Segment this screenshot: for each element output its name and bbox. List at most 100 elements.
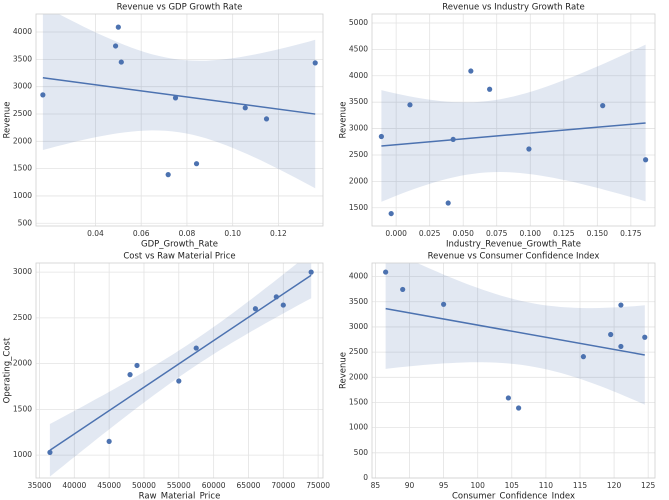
plot-frame (35, 262, 324, 479)
x-tick-label: 35000 (28, 481, 52, 490)
y-tick-label: 1500 (349, 203, 368, 212)
scatter-point (468, 68, 474, 74)
x-tick-label: 70000 (271, 481, 295, 490)
x-tick-label: 0.06 (133, 229, 150, 238)
y-tick-label: 2000 (13, 136, 32, 145)
scatter-point (505, 395, 511, 401)
y-tick-label: 1000 (13, 191, 32, 200)
scatter-point (400, 286, 406, 293)
scatter-point (618, 343, 624, 350)
chart-title: Revenue vs Industry Growth Rate (442, 3, 585, 13)
scatter-point (134, 362, 140, 369)
y-axis-label: Revenue (3, 101, 13, 138)
confidence-band (42, 14, 316, 189)
y-tick-label: 1500 (13, 404, 32, 413)
x-tick-label: 0.150 (587, 229, 609, 238)
y-axis-label: Revenue (339, 352, 349, 389)
scatter-point (193, 161, 200, 167)
scatter-point (487, 86, 493, 92)
scatter-point (172, 95, 179, 101)
y-tick-label: 3000 (349, 124, 368, 133)
x-tick-label: 0.10 (224, 229, 241, 238)
scatter-point (643, 157, 649, 163)
scatter-point (115, 24, 121, 30)
y-tick-label: 3500 (13, 54, 32, 63)
plot-frame (371, 262, 656, 479)
x-axis-label: Raw_Material_Price (139, 492, 221, 500)
y-tick-label: 4500 (349, 44, 368, 53)
subplot: 0.04 0.06 0.08 0.10 0.12 500 1000 1500 2000 2500 3… (3, 3, 324, 250)
regression-line (381, 122, 646, 147)
scatter-point (580, 354, 586, 360)
scatter-point (407, 102, 413, 108)
scatter-point (608, 331, 614, 338)
scatter-point (242, 105, 248, 111)
y-tick-label: 1000 (13, 450, 32, 459)
confidence-band (49, 263, 312, 477)
y-tick-label: 2500 (13, 313, 32, 322)
regression-line (49, 274, 312, 451)
x-tick-label: 90 (405, 481, 415, 490)
scatter-point (106, 438, 112, 445)
x-tick-label: 105 (505, 481, 520, 490)
scatter-point (378, 133, 384, 140)
x-tick-label: 0.075 (486, 229, 508, 238)
x-tick-label: 0.08 (179, 229, 196, 238)
x-tick-label: 0.125 (553, 229, 575, 238)
x-tick-label: 45000 (97, 481, 121, 490)
scatter-point (388, 210, 394, 217)
y-tick-label: 500 (18, 218, 33, 227)
y-tick-label: 2000 (349, 372, 368, 381)
subplot: 35000 40000 45000 50000 55000 60000 65000 70000… (3, 252, 331, 500)
confidence-band (381, 44, 646, 202)
regression-line (42, 77, 316, 115)
scatter-point (516, 405, 522, 411)
x-tick-label: 0.000 (385, 229, 407, 238)
x-tick-label: 60000 (202, 481, 226, 490)
y-tick-label: 2000 (13, 359, 32, 368)
scatter-point (127, 372, 133, 378)
x-tick-label: 50000 (132, 481, 156, 490)
x-axis-label: Industry_Revenue_Growth_Rate (446, 240, 581, 250)
y-axis-label: Revenue (339, 101, 349, 138)
x-axis-label: Consumer_Confidence_Index (452, 492, 575, 500)
scatter-point (40, 92, 46, 98)
chart-title: Revenue vs Consumer Confidence Index (428, 252, 600, 262)
scatter-point (47, 449, 53, 455)
scatter-point (642, 334, 648, 340)
y-tick-label: 2500 (349, 347, 368, 356)
x-tick-label: 110 (539, 481, 554, 490)
scatter-point (441, 301, 447, 307)
x-tick-label: 125 (641, 481, 656, 490)
x-tick-label: 100 (471, 481, 486, 490)
x-tick-label: 75000 (306, 481, 330, 490)
scatter-point (118, 59, 124, 65)
scatter-point (176, 378, 182, 384)
subplot: 0.000 0.025 0.050 0.075 0.100 0.125 0.150 0.175… (339, 3, 656, 250)
y-tick-label: 4000 (349, 272, 368, 281)
x-tick-label: 0.100 (520, 229, 542, 238)
x-axis-label: GDP_Growth_Rate (141, 240, 218, 250)
chart-title: Revenue vs GDP Growth Rate (117, 3, 243, 13)
y-tick-label: 3500 (349, 97, 368, 106)
y-tick-label: 2000 (349, 176, 368, 185)
scatter-point (112, 43, 119, 49)
y-tick-label: 1000 (349, 423, 368, 432)
chart-title: Cost vs Raw Material Price (123, 252, 235, 262)
y-tick-label: 4000 (13, 27, 32, 36)
scatter-point (600, 103, 606, 109)
y-tick-label: 1500 (349, 397, 368, 406)
y-tick-label: 2500 (349, 150, 368, 159)
y-tick-label: 1500 (13, 164, 32, 173)
plot-frame (371, 13, 656, 227)
y-tick-label: 3000 (13, 267, 32, 276)
y-tick-label: 5000 (349, 18, 368, 27)
scatter-point (308, 269, 314, 275)
scatter-point (165, 172, 171, 178)
scatter-point (618, 302, 624, 308)
y-tick-label: 3500 (349, 297, 368, 306)
scatter-point (280, 302, 286, 308)
scatter-point (263, 116, 270, 122)
scatter-point (193, 345, 199, 351)
x-tick-label: 120 (607, 481, 622, 490)
